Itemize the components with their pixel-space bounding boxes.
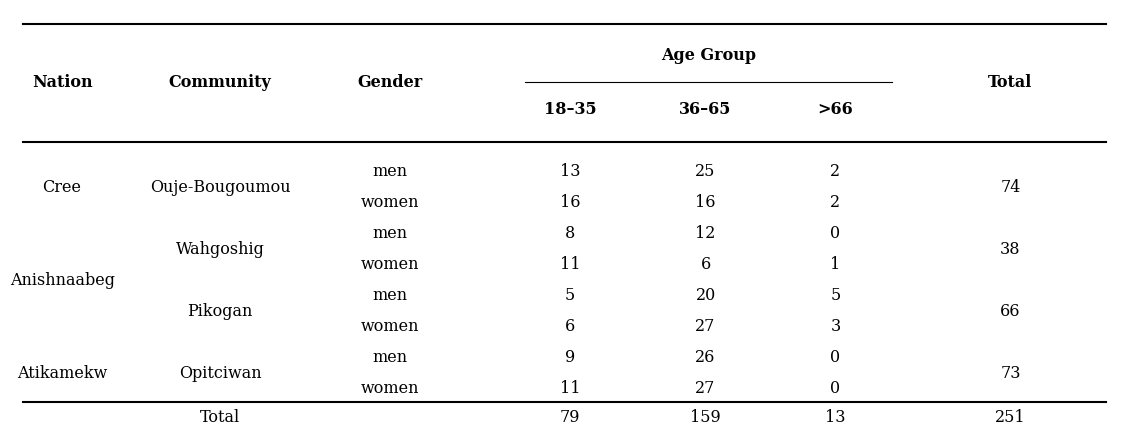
Text: 36–65: 36–65 xyxy=(680,101,732,118)
Text: Ouje-Bougoumou: Ouje-Bougoumou xyxy=(150,179,290,196)
Text: Community: Community xyxy=(168,74,272,91)
Text: 11: 11 xyxy=(560,256,580,273)
Text: 1: 1 xyxy=(830,256,841,273)
Text: 9: 9 xyxy=(564,349,576,366)
Text: Pikogan: Pikogan xyxy=(187,303,253,320)
Text: 18–35: 18–35 xyxy=(544,101,596,118)
Text: 0: 0 xyxy=(831,225,840,243)
Text: 3: 3 xyxy=(830,318,841,335)
Text: Anishnaabeg: Anishnaabeg xyxy=(9,272,115,289)
Text: 66: 66 xyxy=(1000,303,1021,320)
Text: 38: 38 xyxy=(1000,241,1021,258)
Text: 251: 251 xyxy=(995,408,1026,426)
Text: 26: 26 xyxy=(695,349,716,366)
Text: Total: Total xyxy=(988,74,1033,91)
Text: women: women xyxy=(360,380,419,397)
Text: 8: 8 xyxy=(564,225,576,243)
Text: 11: 11 xyxy=(560,380,580,397)
Text: 2: 2 xyxy=(831,163,840,181)
Text: men: men xyxy=(371,287,408,304)
Text: 159: 159 xyxy=(690,408,721,426)
Text: women: women xyxy=(360,194,419,212)
Text: 27: 27 xyxy=(695,318,716,335)
Text: 0: 0 xyxy=(831,349,840,366)
Text: Nation: Nation xyxy=(32,74,93,91)
Text: men: men xyxy=(371,225,408,243)
Text: Opitciwan: Opitciwan xyxy=(178,365,262,382)
Text: Total: Total xyxy=(200,408,240,426)
Text: 6: 6 xyxy=(564,318,576,335)
Text: Wahgoshig: Wahgoshig xyxy=(176,241,264,258)
Text: men: men xyxy=(371,163,408,181)
Text: Atikamekw: Atikamekw xyxy=(17,365,107,382)
Text: women: women xyxy=(360,318,419,335)
Text: 74: 74 xyxy=(1000,179,1021,196)
Text: 16: 16 xyxy=(560,194,580,212)
Text: 5: 5 xyxy=(830,287,841,304)
Text: women: women xyxy=(360,256,419,273)
Text: 13: 13 xyxy=(560,163,580,181)
Text: Cree: Cree xyxy=(43,179,81,196)
Text: 25: 25 xyxy=(695,163,716,181)
Text: 6: 6 xyxy=(700,256,711,273)
Text: Gender: Gender xyxy=(357,74,422,91)
Text: 12: 12 xyxy=(695,225,716,243)
Text: >66: >66 xyxy=(817,101,854,118)
Text: 13: 13 xyxy=(825,408,846,426)
Text: 0: 0 xyxy=(831,380,840,397)
Text: 27: 27 xyxy=(695,380,716,397)
Text: 73: 73 xyxy=(1000,365,1021,382)
Text: men: men xyxy=(371,349,408,366)
Text: 5: 5 xyxy=(564,287,576,304)
Text: 20: 20 xyxy=(695,287,716,304)
Text: 79: 79 xyxy=(560,408,580,426)
Text: 16: 16 xyxy=(695,194,716,212)
Text: 2: 2 xyxy=(831,194,840,212)
Text: Age Group: Age Group xyxy=(660,47,756,64)
